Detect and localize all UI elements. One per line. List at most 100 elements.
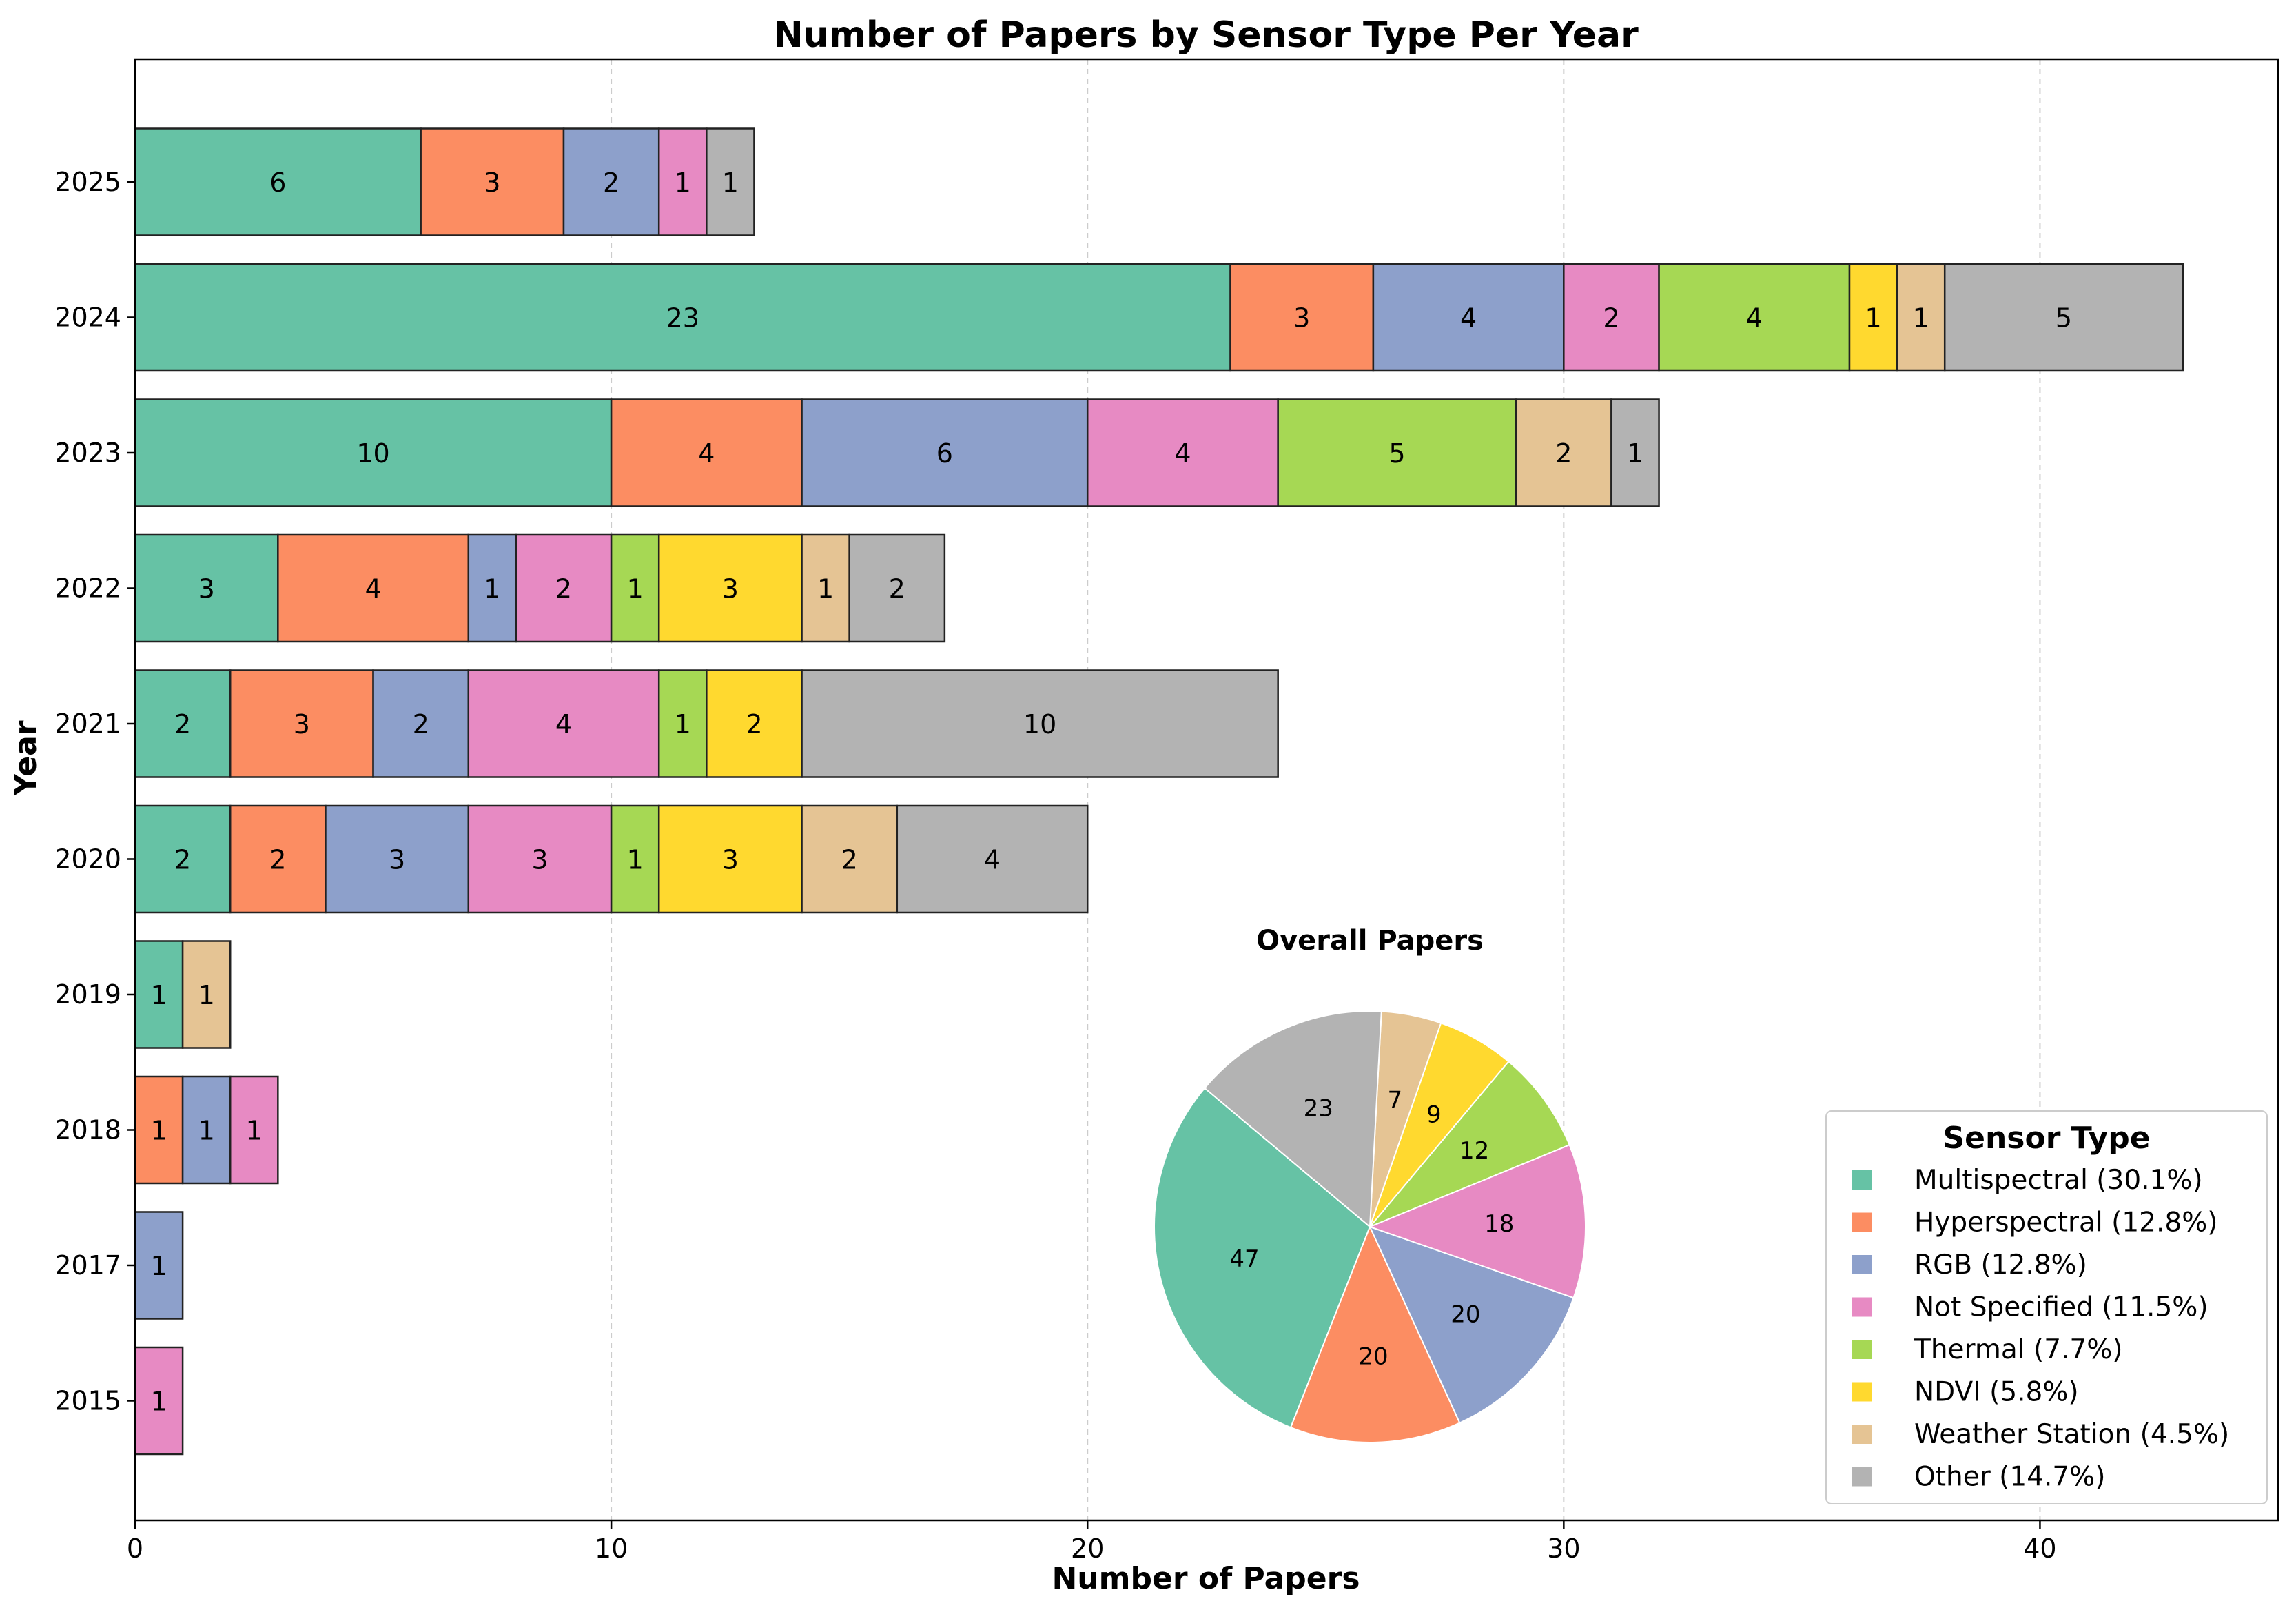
pie-slice: [1369, 1060, 1570, 1227]
bar-segment: [896, 804, 1089, 914]
bar-segment: [229, 804, 327, 914]
x-axis: 0 10 20 30 40: [127, 1520, 2057, 1564]
legend-swatch: [1852, 1255, 1872, 1274]
bar-segment: [706, 127, 755, 236]
bar-value-label: 1: [627, 574, 644, 604]
bar-value-label: 1: [675, 167, 691, 198]
bar-value-label: 1: [1865, 303, 1881, 334]
bar-value-label: 2: [413, 709, 429, 739]
bar-segments: 6 3 2 1 123 3 4 2 4 1 1 510 4 6 4 5 2 13 4 1 2 1 3 1 22 3 2 4 1 2 102 2…: [134, 127, 2184, 1456]
y-tick-label: 2025: [54, 167, 121, 197]
legend-box: [1825, 1110, 2268, 1504]
bar-value-label: 1: [150, 1251, 167, 1281]
bar-value-label: 1: [150, 980, 167, 1010]
x-tick-label: 20: [1071, 1533, 1104, 1564]
y-axis-label: Year: [8, 720, 43, 796]
bar-value-label: 23: [666, 303, 699, 334]
x-tick-label: 0: [127, 1533, 143, 1564]
bar-value-label: 4: [984, 845, 1001, 875]
bar-value-label: 2: [1603, 303, 1619, 334]
pie-value-label: 12: [1459, 1137, 1489, 1165]
bar-value-label: 1: [246, 1116, 263, 1146]
y-tick-label: 2020: [54, 844, 121, 875]
bar-value-label: 3: [484, 167, 500, 198]
legend-title: Sensor Type: [1943, 1121, 2150, 1156]
pie-slice: [1368, 1143, 1586, 1299]
pie-slice: [1289, 1225, 1461, 1443]
bar-value-label: 4: [1746, 303, 1763, 334]
legend-swatch: [1852, 1297, 1872, 1317]
bar-segment: [1848, 263, 1898, 372]
y-tick-label: 2018: [54, 1115, 121, 1145]
bar-segment: [1563, 263, 1660, 372]
chart-title: Number of Papers by Sensor Type Per Year: [773, 14, 1639, 56]
bar-value-label: 2: [174, 845, 191, 875]
bar-value-label: 2: [889, 574, 905, 604]
bar-value-label: 6: [936, 438, 953, 469]
bar-value-label: 4: [555, 709, 572, 739]
bar-segment: [610, 533, 660, 643]
bar-value-label: 1: [1627, 438, 1643, 469]
legend-entry: Thermal (7.7%): [1914, 1334, 2123, 1365]
legend-entry: Other (14.7%): [1914, 1462, 2105, 1493]
bar-segment: [134, 1346, 184, 1456]
bar-value-label: 4: [1174, 438, 1191, 469]
bar-segment: [134, 804, 232, 914]
bar-value-label: 1: [722, 167, 739, 198]
pie-chart: Overall Papers 47 20 20 18 12 97 23: [1154, 925, 1586, 1443]
bar-value-label: 1: [198, 1116, 215, 1146]
bar-value-label: 5: [1388, 438, 1405, 469]
bar-segment: [1658, 263, 1851, 372]
bar-segment: [657, 669, 708, 778]
bar-segment: [134, 127, 422, 236]
bar-value-label: 3: [389, 845, 405, 875]
pie-value-label: 20: [1358, 1343, 1388, 1371]
pie-value-label: 23: [1304, 1095, 1333, 1123]
bar-value-label: 1: [484, 574, 500, 604]
bar-segment: [134, 533, 279, 643]
bar-segment: [181, 1075, 232, 1185]
bar-segment: [134, 940, 184, 1049]
legend-entry: Multispectral (30.1%): [1914, 1165, 2203, 1196]
bar-value-label: 5: [2056, 303, 2072, 334]
bar-segment: [848, 533, 946, 643]
x-axis-label: Number of Papers: [1052, 1561, 1360, 1596]
pie-slice: [1369, 1225, 1575, 1424]
bar-segment: [134, 1211, 184, 1320]
bar-segment: [1896, 263, 1946, 372]
bar-segment: [229, 1075, 279, 1185]
legend-swatch: [1852, 1212, 1872, 1232]
pie-value-label: 47: [1229, 1245, 1259, 1273]
bar-segment: [1943, 263, 2184, 372]
bar-segment: [134, 398, 613, 507]
bar-segment: [1610, 398, 1660, 507]
legend-entry: NDVI (5.8%): [1914, 1377, 2079, 1408]
pie-value-label: 18: [1484, 1210, 1514, 1238]
bar-value-label: 3: [722, 845, 739, 875]
y-tick-label: 2017: [54, 1250, 121, 1281]
pie-value-label: 9: [1426, 1101, 1442, 1129]
legend-swatch: [1852, 1425, 1872, 1444]
legend-swatch: [1852, 1382, 1872, 1402]
y-tick-label: 2015: [54, 1386, 121, 1416]
legend: Sensor Type Multispectral (30.1%) Hypersp…: [1825, 1110, 2268, 1504]
bar-value-label: 4: [698, 438, 715, 469]
bar-value-label: 2: [174, 709, 191, 739]
bar-segment: [562, 127, 660, 236]
bar-value-label: 1: [150, 1116, 167, 1146]
bar-segment: [467, 669, 660, 778]
bar-segment: [1086, 398, 1279, 507]
x-tick-label: 40: [2023, 1533, 2056, 1564]
bar-segment: [801, 804, 899, 914]
bar-segment: [657, 533, 803, 643]
legend-entry: RGB (12.8%): [1914, 1249, 2087, 1281]
bar-value-label: 2: [841, 845, 858, 875]
pie-title: Overall Papers: [1256, 925, 1484, 957]
pie-value-label: 7: [1388, 1087, 1403, 1114]
bar-value-label: 10: [1023, 709, 1056, 739]
bar-segment: [181, 940, 232, 1049]
bar-value-label: 3: [1293, 303, 1310, 334]
legend-entry: Not Specified (11.5%): [1914, 1292, 2208, 1323]
x-tick-label: 10: [595, 1533, 628, 1564]
bar-value-label: 1: [627, 845, 644, 875]
